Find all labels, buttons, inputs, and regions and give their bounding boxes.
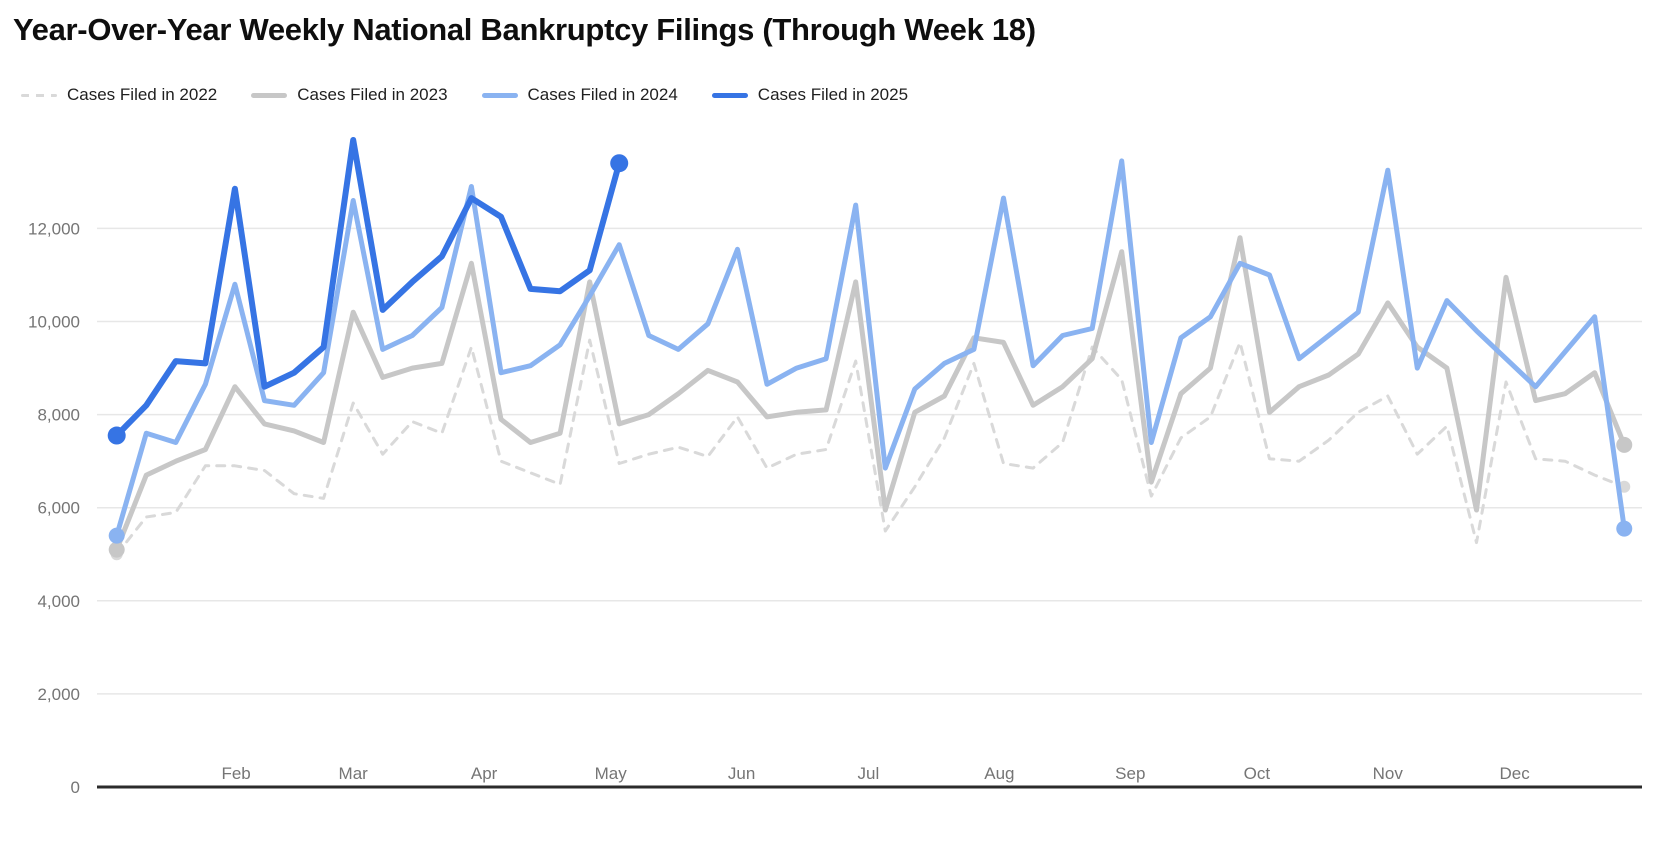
x-tick-label-jun: Jun [728, 764, 755, 783]
series-line-2025 [107, 137, 629, 445]
x-tick-label-nov: Nov [1373, 764, 1404, 783]
x-tick-label-dec: Dec [1499, 764, 1530, 783]
polyline-2025 [113, 137, 623, 439]
legend-swatch-2024-line-icon [481, 92, 518, 98]
series-line-2024 [108, 158, 1633, 544]
endpoint-dot-2023 [1616, 436, 1633, 453]
legend-swatch-2022-dashed-line-icon [21, 93, 57, 97]
polyline-2024 [114, 158, 1627, 539]
x-tick-label-oct: Oct [1244, 764, 1271, 783]
endpoint-dot-2023 [108, 541, 125, 558]
x-tick-label-mar: Mar [339, 764, 369, 783]
x-tick-label-sep: Sep [1115, 764, 1145, 783]
y-tick-label: 10,000 [28, 313, 80, 332]
series-line-2023 [108, 235, 1633, 558]
endpoint-dot-2024 [108, 527, 125, 544]
gridlines [97, 227, 1642, 695]
legend-label-2025: Cases Filed in 2025 [757, 85, 909, 104]
polyline-2023 [114, 235, 1627, 553]
legend-swatch-2025-line-icon [711, 92, 748, 98]
y-tick-label: 8,000 [37, 406, 80, 425]
endpoint-dot-2025 [610, 154, 629, 173]
endpoint-dot-2024 [1616, 520, 1633, 537]
legend-swatch-2023-line-icon [251, 92, 288, 98]
x-tick-label-apr: Apr [471, 764, 498, 783]
x-tick-label-may: May [595, 764, 628, 783]
legend-item-2024: Cases Filed in 2024 [481, 85, 678, 105]
legend-item-2022: Cases Filed in 2022 [21, 85, 217, 105]
chart-legend: Cases Filed in 2022 Cases Filed in 2023 … [21, 85, 908, 105]
endpoint-dot-2025 [107, 426, 126, 445]
legend-label-2023: Cases Filed in 2023 [297, 85, 448, 104]
y-tick-label: 0 [71, 778, 80, 797]
x-tick-label-aug: Aug [984, 764, 1014, 783]
x-tick-label-jul: Jul [858, 764, 880, 783]
y-tick-label: 2,000 [37, 685, 80, 704]
legend-item-2023: Cases Filed in 2023 [251, 85, 448, 105]
x-axis-month-labels: Feb Mar Apr May Jun Jul Aug Sep Oct Nov Dec [221, 764, 1530, 783]
y-axis-tick-labels: 0 2,000 4,000 6,000 8,000 10,000 12,000 [28, 219, 80, 797]
legend-label-2022: Cases Filed in 2022 [67, 85, 218, 104]
legend-label-2024: Cases Filed in 2024 [527, 85, 678, 104]
y-tick-label: 6,000 [37, 499, 80, 518]
y-tick-label: 12,000 [28, 219, 80, 238]
y-tick-label: 4,000 [37, 592, 80, 611]
x-tick-label-feb: Feb [221, 764, 250, 783]
chart-title: Year-Over-Year Weekly National Bankruptc… [13, 12, 1036, 47]
polyline-2022 [115, 338, 1626, 556]
legend-item-2025: Cases Filed in 2025 [711, 85, 909, 105]
